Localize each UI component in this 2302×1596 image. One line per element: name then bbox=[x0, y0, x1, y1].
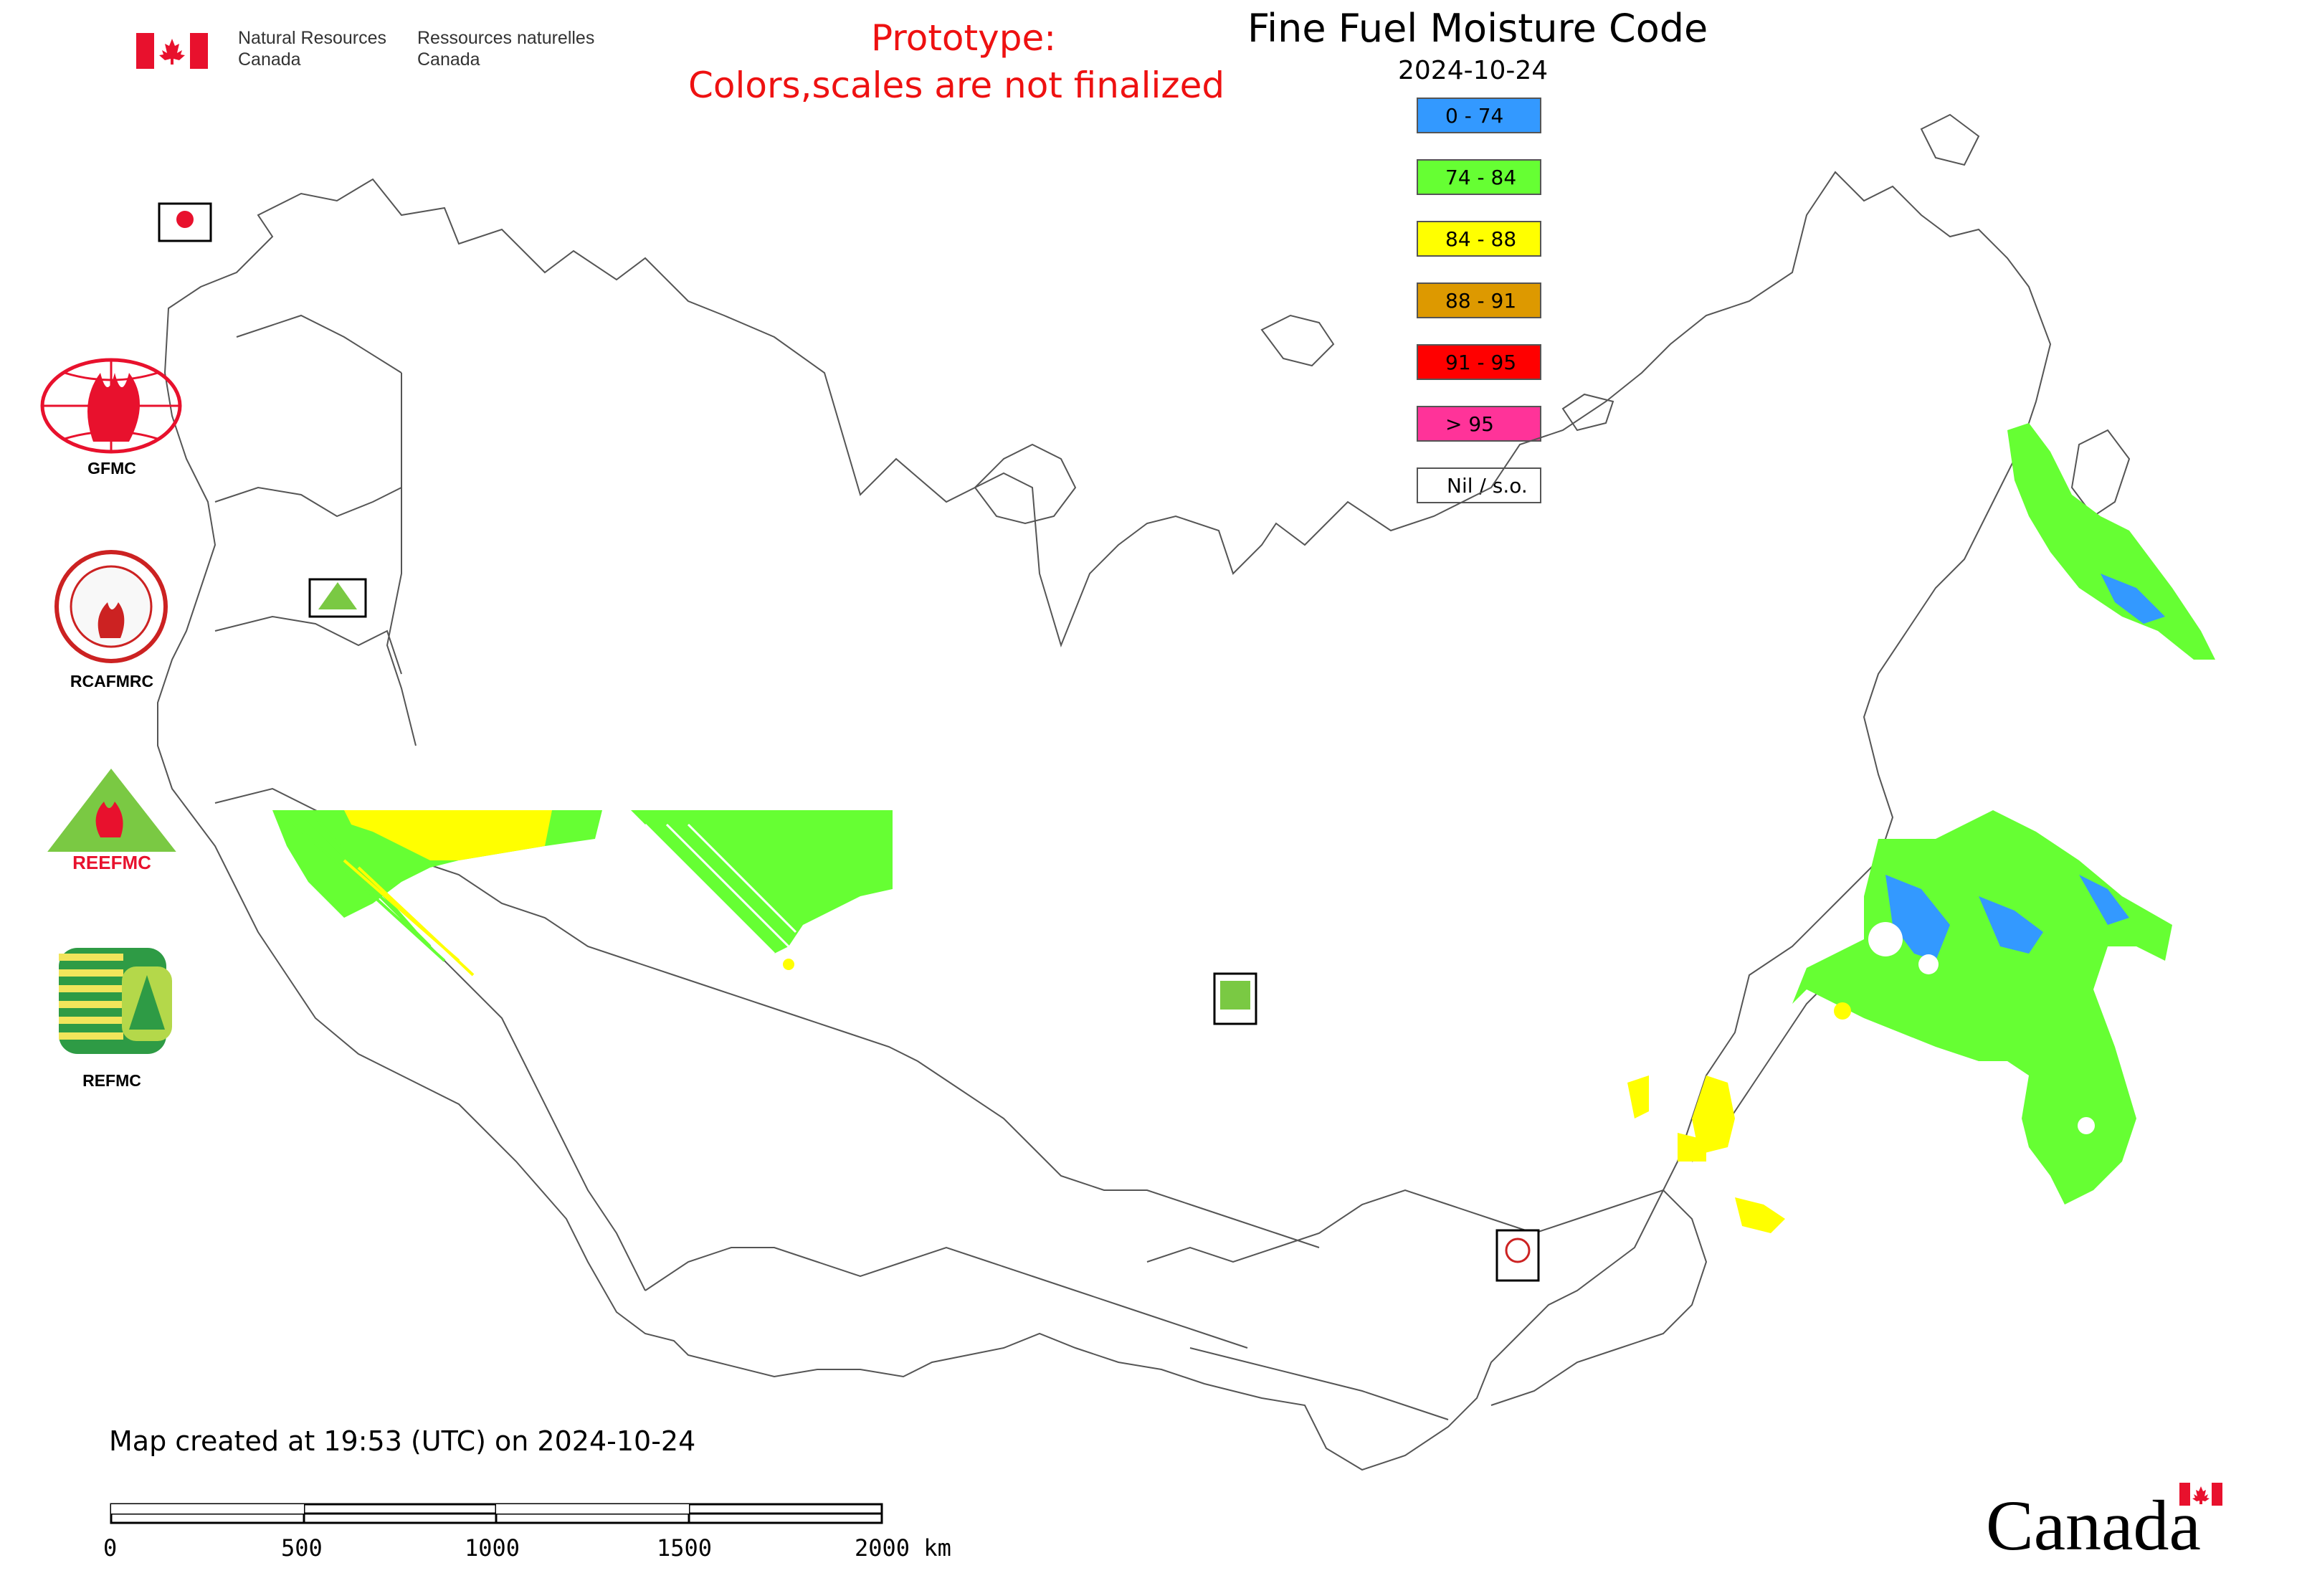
legend-item-88-91: 88 - 91 bbox=[1417, 282, 1541, 318]
ffmc-patch-east-blue-2 bbox=[1979, 896, 2043, 954]
border-belarus bbox=[214, 486, 402, 518]
ffmc-patch-east-blue-1 bbox=[1885, 875, 1950, 961]
map-created-text: Map created at 19:53 (UTC) on 2024-10-24 bbox=[109, 1425, 696, 1457]
ffmc-stripe-west-yellow bbox=[343, 859, 475, 977]
border-russia-west bbox=[386, 373, 417, 746]
ffmc-patch-yellow-1 bbox=[1627, 1075, 1649, 1118]
scale-tick-1000: 1000 bbox=[465, 1534, 520, 1562]
region-outline bbox=[157, 171, 2052, 1471]
ffmc-patch-yellow-2 bbox=[1692, 1075, 1735, 1154]
legend-item-91-95: 91 - 95 bbox=[1417, 344, 1541, 380]
canada-flag-icon bbox=[136, 33, 208, 69]
rcafmrc-label: RCAFMRC bbox=[70, 672, 154, 690]
refmc-sigma-icon bbox=[59, 948, 172, 1054]
scale-tick-1500: 1500 bbox=[657, 1534, 713, 1562]
org-name-fr: Ressources naturelles Canada bbox=[417, 28, 595, 70]
arctic-islands bbox=[974, 113, 2131, 525]
canada-wordmark: Canada bbox=[1986, 1486, 2201, 1565]
map-date: 2024-10-24 bbox=[1398, 56, 1549, 85]
border-mongolia-south bbox=[1189, 1347, 1449, 1420]
ffmc-patch-kamchatka bbox=[2007, 423, 2215, 660]
border-ukraine bbox=[214, 615, 402, 675]
refmc-label: REFMC bbox=[82, 1071, 141, 1090]
border-mongolia bbox=[1146, 1189, 1708, 1406]
legend-item-84-88: 84 - 88 bbox=[1417, 221, 1541, 257]
border-kazakhstan-north bbox=[415, 860, 1320, 1248]
scale-tick-0: 0 bbox=[103, 1534, 118, 1562]
reefmc-triangle-icon bbox=[40, 769, 191, 868]
gfmc-label: GFMC bbox=[87, 459, 136, 478]
prototype-notice-line2: Colors,scales are not finalized bbox=[688, 65, 1225, 106]
legend-item-74-84: 74 - 84 bbox=[1417, 159, 1541, 195]
ffmc-patch-yellow-4 bbox=[1735, 1197, 1785, 1233]
left-logos bbox=[40, 358, 191, 1054]
legend-item-nil: Nil / s.o. bbox=[1417, 467, 1541, 503]
reefmc-label: REEFMC bbox=[72, 852, 151, 873]
map-logo-markers bbox=[158, 202, 1540, 1282]
legend-item-over-95: > 95 bbox=[1417, 406, 1541, 442]
org-name-en: Natural Resources Canada bbox=[238, 28, 387, 70]
ffmc-patch-west-yellow bbox=[344, 810, 552, 860]
border-kazakhstan-south bbox=[415, 931, 646, 1291]
border-baltic bbox=[236, 314, 402, 374]
map-title: Fine Fuel Moisture Code bbox=[1247, 6, 1708, 51]
border-central-asia bbox=[645, 1246, 1248, 1349]
scale-tick-500: 500 bbox=[281, 1534, 323, 1562]
prototype-notice-line1: Prototype: bbox=[871, 17, 1057, 59]
ffmc-stripe-central bbox=[644, 823, 797, 955]
ffmc-patch-kamchatka-blue bbox=[2101, 574, 2165, 624]
ffmc-patch-east-green bbox=[1792, 810, 2172, 1205]
ffmc-patch-central-green bbox=[631, 810, 893, 954]
ffmc-patch-yellow-3 bbox=[1678, 1133, 1706, 1162]
gfmc-globe-flame-icon bbox=[40, 358, 182, 454]
rcafmrc-seal-icon bbox=[54, 550, 168, 663]
scale-tick-2000: 2000 km bbox=[855, 1534, 951, 1562]
scale-bar bbox=[110, 1503, 883, 1524]
ffmc-patch-east-blue-3 bbox=[2079, 875, 2129, 925]
legend-item-0-74: 0 - 74 bbox=[1417, 98, 1541, 133]
ffmc-data-layer bbox=[272, 423, 2215, 1233]
wordmark-flag-icon bbox=[2179, 1483, 2222, 1506]
